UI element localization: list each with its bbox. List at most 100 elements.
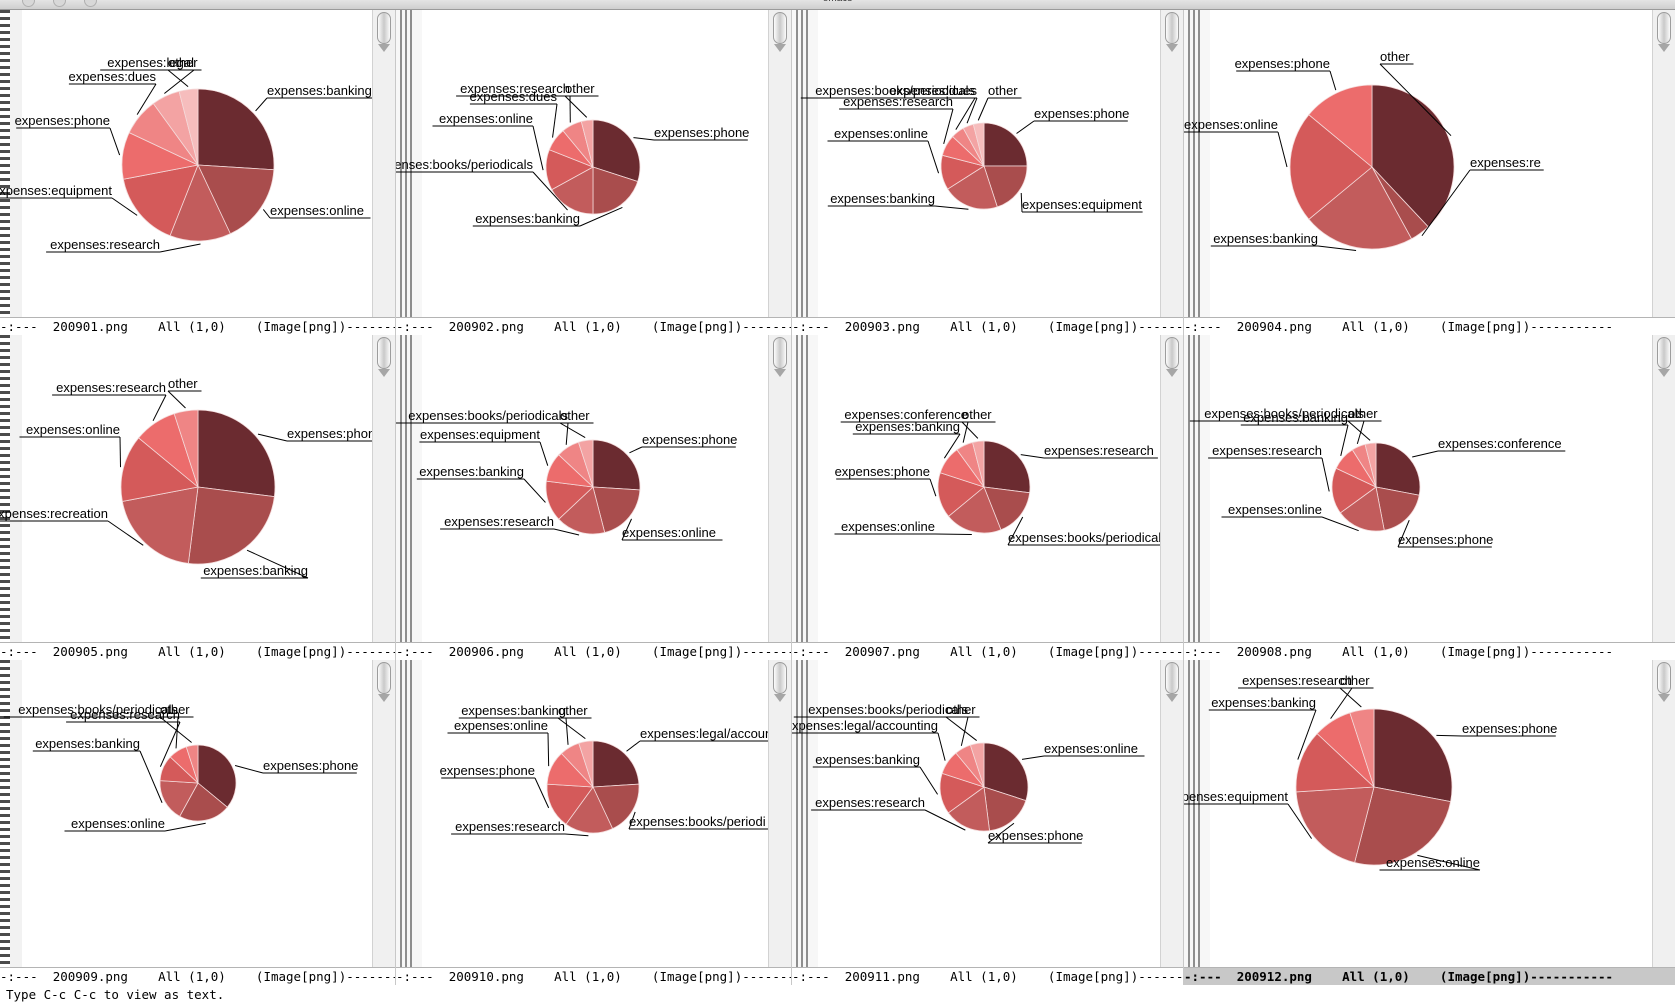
scroll-down-arrow-icon[interactable] <box>1658 693 1670 702</box>
emacs-window-200902[interactable]: expenses:phone expenses:banking enses:book… <box>396 10 792 335</box>
mode-line-200905[interactable]: -:--- 200905.png All (1,0) (Image[png])-… <box>0 641 395 660</box>
pie-label-leader <box>1412 450 1439 458</box>
mode-line-200912[interactable]: -:--- 200912.png All (1,0) (Image[png])-… <box>1184 966 1675 985</box>
scrollbar-thumb[interactable] <box>773 661 787 694</box>
image-buffer-200901[interactable]: expenses:banking expenses:online expenses:… <box>0 10 395 318</box>
pie-slice <box>178 88 199 166</box>
emacs-window-200904[interactable]: other expenses:re expenses:banking expenses… <box>1184 10 1675 335</box>
scroll-down-arrow-icon[interactable] <box>774 693 786 702</box>
scrollbar-thumb[interactable] <box>377 336 391 369</box>
vertical-scrollbar[interactable] <box>372 659 395 968</box>
pie-label-leader <box>1016 120 1035 134</box>
vertical-scrollbar[interactable] <box>1652 10 1675 318</box>
pie-label-leader <box>119 436 122 468</box>
scroll-down-arrow-icon[interactable] <box>378 44 390 52</box>
mode-line-buffer-name: 200910.png <box>448 968 524 984</box>
mode-line-200906[interactable]: -:--- 200906.png All (1,0) (Image[png])-… <box>396 641 791 660</box>
image-buffer-200912[interactable]: expenses:phone expenses:online expenses:eq… <box>1184 659 1675 968</box>
scrollbar-thumb[interactable] <box>1657 336 1671 369</box>
vertical-scrollbar[interactable] <box>1160 334 1183 643</box>
image-buffer-200911[interactable]: expenses:online expenses:phone expenses:re… <box>792 659 1183 968</box>
emacs-window-200909[interactable]: expenses:phone expenses:online expenses:ba… <box>0 659 396 985</box>
pie-label-leader <box>937 732 946 761</box>
pie-label-leader <box>987 822 1015 844</box>
image-buffer-200910[interactable]: expenses:legal/accoun expenses:books/peri… <box>396 659 791 968</box>
scrollbar-thumb[interactable] <box>1657 661 1671 694</box>
vertical-scrollbar[interactable] <box>768 659 791 968</box>
scroll-down-arrow-icon[interactable] <box>1166 44 1178 52</box>
pie-label: expenses:online <box>454 718 548 733</box>
mode-line-200902[interactable]: -:--- 200902.png All (1,0) (Image[png])-… <box>396 316 791 335</box>
emacs-window-200912[interactable]: expenses:phone expenses:online expenses:eq… <box>1184 659 1675 985</box>
mode-line-200903[interactable]: -:--- 200903.png All (1,0) (Image[png])-… <box>792 316 1183 335</box>
pie-slice <box>580 119 594 168</box>
pie-label-leader <box>167 69 189 88</box>
scrollbar-thumb[interactable] <box>377 661 391 694</box>
mode-line-200904[interactable]: -:--- 200904.png All (1,0) (Image[png])-… <box>1184 316 1675 335</box>
image-buffer-200904[interactable]: other expenses:re expenses:banking expenses… <box>1184 10 1675 318</box>
image-buffer-200909[interactable]: expenses:phone expenses:online expenses:ba… <box>0 659 395 968</box>
pie-label-leader <box>167 390 186 409</box>
vertical-scrollbar[interactable] <box>768 334 791 643</box>
mode-line-major-mode: (Image[png]) <box>1439 643 1531 659</box>
pie-label: other <box>160 702 190 717</box>
vertical-scrollbar[interactable] <box>1652 334 1675 643</box>
pie-label-leader <box>565 422 569 445</box>
vertical-scrollbar[interactable] <box>768 10 791 318</box>
image-buffer-200907[interactable]: expenses:research expenses:books/periodic… <box>792 334 1183 643</box>
pie-slice <box>173 409 199 488</box>
minimize-icon[interactable] <box>53 0 66 7</box>
pie-chart-200904: other expenses:re expenses:banking expenses… <box>1184 49 1544 251</box>
scrollbar-thumb[interactable] <box>1657 12 1671 44</box>
emacs-window-200906[interactable]: expenses:phone expenses:online expenses:re… <box>396 334 792 660</box>
emacs-window-200908[interactable]: expenses:conference expenses:phone expense… <box>1184 334 1675 660</box>
mode-line-200907[interactable]: -:--- 200907.png All (1,0) (Image[png])-… <box>792 641 1183 660</box>
image-buffer-200902[interactable]: expenses:phone expenses:banking enses:book… <box>396 10 791 318</box>
scroll-down-arrow-icon[interactable] <box>1166 368 1178 377</box>
scrollbar-thumb[interactable] <box>377 12 391 44</box>
mode-line-200910[interactable]: -:--- 200910.png All (1,0) (Image[png])-… <box>396 966 791 985</box>
scrollbar-thumb[interactable] <box>773 336 787 369</box>
scroll-down-arrow-icon[interactable] <box>774 44 786 52</box>
mode-line-gap <box>1410 968 1440 985</box>
image-buffer-200903[interactable]: expenses:phone expenses:equipment expenses… <box>792 10 1183 318</box>
scrollbar-thumb[interactable] <box>773 12 787 44</box>
mode-line-200909[interactable]: -:--- 200909.png All (1,0) (Image[png])-… <box>0 966 395 985</box>
emacs-window-200901[interactable]: expenses:banking expenses:online expenses:… <box>0 10 396 335</box>
emacs-window-200910[interactable]: expenses:legal/accoun expenses:books/peri… <box>396 659 792 985</box>
pie-slice <box>972 440 985 488</box>
scroll-down-arrow-icon[interactable] <box>378 693 390 702</box>
emacs-window-200905[interactable]: expenses:phone expenses:banking expenses:r… <box>0 334 396 660</box>
pie-label: expenses:banking <box>267 83 372 98</box>
zoom-icon[interactable] <box>84 0 97 7</box>
mode-line-200901[interactable]: -:--- 200901.png All (1,0) (Image[png])-… <box>0 316 395 335</box>
scrollbar-thumb[interactable] <box>1165 661 1179 694</box>
vertical-scrollbar[interactable] <box>372 10 395 318</box>
scrollbar-thumb[interactable] <box>1165 336 1179 369</box>
pie-slice <box>551 166 594 215</box>
mode-line-200908[interactable]: -:--- 200908.png All (1,0) (Image[png])-… <box>1184 641 1675 660</box>
pie-label: expenses:legal/accounting <box>792 718 938 733</box>
emacs-window-200911[interactable]: expenses:online expenses:phone expenses:re… <box>792 659 1184 985</box>
scroll-down-arrow-icon[interactable] <box>1658 368 1670 377</box>
vertical-scrollbar[interactable] <box>1160 10 1183 318</box>
scroll-down-arrow-icon[interactable] <box>1658 44 1670 52</box>
scrollbar-thumb[interactable] <box>1165 12 1179 44</box>
scroll-down-arrow-icon[interactable] <box>1166 693 1178 702</box>
pie-slice <box>983 440 1031 494</box>
image-buffer-200906[interactable]: expenses:phone expenses:online expenses:re… <box>396 334 791 643</box>
emacs-window-200903[interactable]: expenses:phone expenses:equipment expenses… <box>792 10 1184 335</box>
scroll-down-arrow-icon[interactable] <box>774 368 786 377</box>
vertical-scrollbar[interactable] <box>372 334 395 643</box>
emacs-window-200907[interactable]: expenses:research expenses:books/periodic… <box>792 334 1184 660</box>
vertical-scrollbar[interactable] <box>1652 659 1675 968</box>
mode-line-200911[interactable]: -:--- 200911.png All (1,0) (Image[png])-… <box>792 966 1183 985</box>
scroll-down-arrow-icon[interactable] <box>378 368 390 377</box>
image-buffer-200908[interactable]: expenses:conference expenses:phone expense… <box>1184 334 1675 643</box>
window-controls[interactable] <box>22 0 97 7</box>
vertical-scrollbar[interactable] <box>1160 659 1183 968</box>
mode-line-status: -:--- <box>396 318 434 334</box>
close-icon[interactable] <box>22 0 35 7</box>
continuation-fringe <box>0 659 10 968</box>
image-buffer-200905[interactable]: expenses:phone expenses:banking expenses:r… <box>0 334 395 643</box>
